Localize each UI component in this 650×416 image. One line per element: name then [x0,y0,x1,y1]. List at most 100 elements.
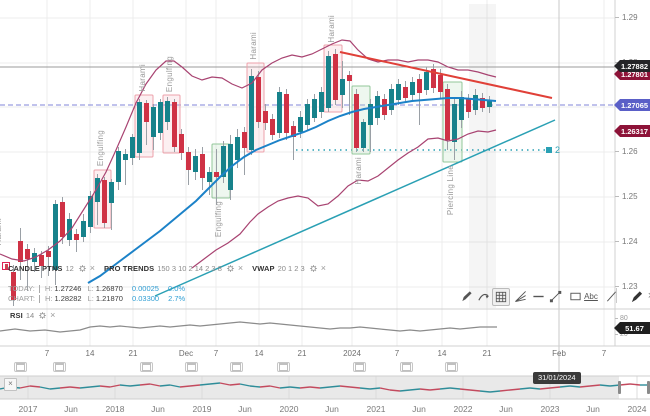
candle[interactable] [235,137,240,160]
event-marker-icon[interactable] [53,362,66,372]
gear-icon[interactable] [38,311,47,320]
close-icon[interactable]: × [89,263,96,273]
support-line-handle[interactable] [546,147,552,153]
candle[interactable] [186,152,191,170]
candle[interactable] [137,102,142,153]
downtrend-line[interactable] [339,51,553,99]
close-icon[interactable]: × [643,288,650,304]
gear-icon[interactable] [78,264,87,273]
candle[interactable] [284,94,289,133]
candle[interactable] [459,97,464,120]
candle[interactable] [214,172,219,177]
candle[interactable] [39,255,44,266]
candle[interactable] [102,180,107,223]
navigator-close-icon[interactable]: × [4,378,17,391]
candle[interactable] [221,146,226,177]
event-marker-icon[interactable] [400,362,413,372]
curved-arrow-icon[interactable] [475,288,491,304]
uptrend-line[interactable] [154,119,556,297]
close-icon[interactable]: × [237,263,244,273]
candle[interactable] [151,107,156,137]
candle[interactable] [424,72,429,90]
candle[interactable] [452,104,457,142]
candle[interactable] [403,87,408,98]
candle[interactable] [445,89,450,140]
candle[interactable] [60,202,65,237]
close-icon[interactable]: × [320,263,326,273]
diagonal-line-icon[interactable] [603,288,619,304]
candle[interactable] [123,154,128,160]
marker-pen-icon[interactable] [628,288,644,304]
candle[interactable] [277,92,282,133]
candle[interactable] [74,234,79,240]
candle[interactable] [116,151,121,182]
candle[interactable] [326,56,331,108]
candle[interactable] [333,54,338,100]
candle[interactable] [207,172,212,182]
navigator[interactable] [0,375,650,400]
candle[interactable] [109,182,114,203]
candle[interactable] [18,241,23,262]
navigator-left-handle[interactable] [618,381,621,394]
candle[interactable] [466,99,471,112]
candle[interactable] [11,272,16,300]
event-marker-icon[interactable] [140,362,153,372]
event-marker-icon[interactable] [14,362,27,372]
candle[interactable] [144,103,149,122]
candle[interactable] [200,154,205,178]
candle[interactable] [88,196,93,227]
candle[interactable] [396,84,401,100]
navigator-right-handle[interactable] [647,381,650,394]
candle[interactable] [312,99,317,118]
candle[interactable] [305,104,310,125]
navigator-selection[interactable] [619,376,650,399]
rectangle-icon[interactable] [567,288,583,304]
candle[interactable] [347,75,352,81]
candle[interactable] [172,102,177,147]
candle[interactable] [480,98,485,108]
candle[interactable] [417,79,422,93]
candle[interactable] [291,126,296,137]
candle[interactable] [179,134,184,153]
candle[interactable] [431,69,436,88]
candle[interactable] [165,101,170,122]
candle[interactable] [340,79,345,95]
fan-lines-icon[interactable] [512,288,528,304]
candle[interactable] [95,178,100,202]
candle[interactable] [158,102,163,133]
candle[interactable] [256,77,261,122]
gear-icon[interactable] [226,264,235,273]
event-marker-icon[interactable] [230,362,243,372]
candle[interactable] [46,251,51,257]
text-abc-icon[interactable]: Abc [583,288,599,304]
horizontal-line-icon[interactable] [530,288,546,304]
pattern-marker-icon[interactable] [2,262,10,270]
gear-icon[interactable] [309,264,318,273]
candle[interactable] [193,156,198,172]
candle[interactable] [473,95,478,110]
cursor-pen-icon[interactable] [458,288,474,304]
candle[interactable] [389,89,394,110]
trend-segment-icon[interactable] [547,288,563,304]
candle[interactable] [242,132,247,148]
event-marker-icon[interactable] [185,362,198,372]
candle[interactable] [81,221,86,237]
event-marker-icon[interactable] [445,362,458,372]
candle[interactable] [130,137,135,158]
candle[interactable] [249,76,254,150]
candle[interactable] [25,249,30,259]
candle[interactable] [319,92,324,112]
candle[interactable] [361,122,366,148]
event-marker-icon[interactable] [353,362,366,372]
candle[interactable] [298,117,303,132]
candle[interactable] [487,100,492,107]
candle[interactable] [53,204,58,270]
candle[interactable] [368,104,373,125]
candle[interactable] [410,82,415,95]
candle[interactable] [382,99,387,115]
close-icon[interactable]: × [50,310,56,320]
grid-icon[interactable] [492,288,510,306]
event-marker-icon[interactable] [277,362,290,372]
candle[interactable] [438,75,443,92]
